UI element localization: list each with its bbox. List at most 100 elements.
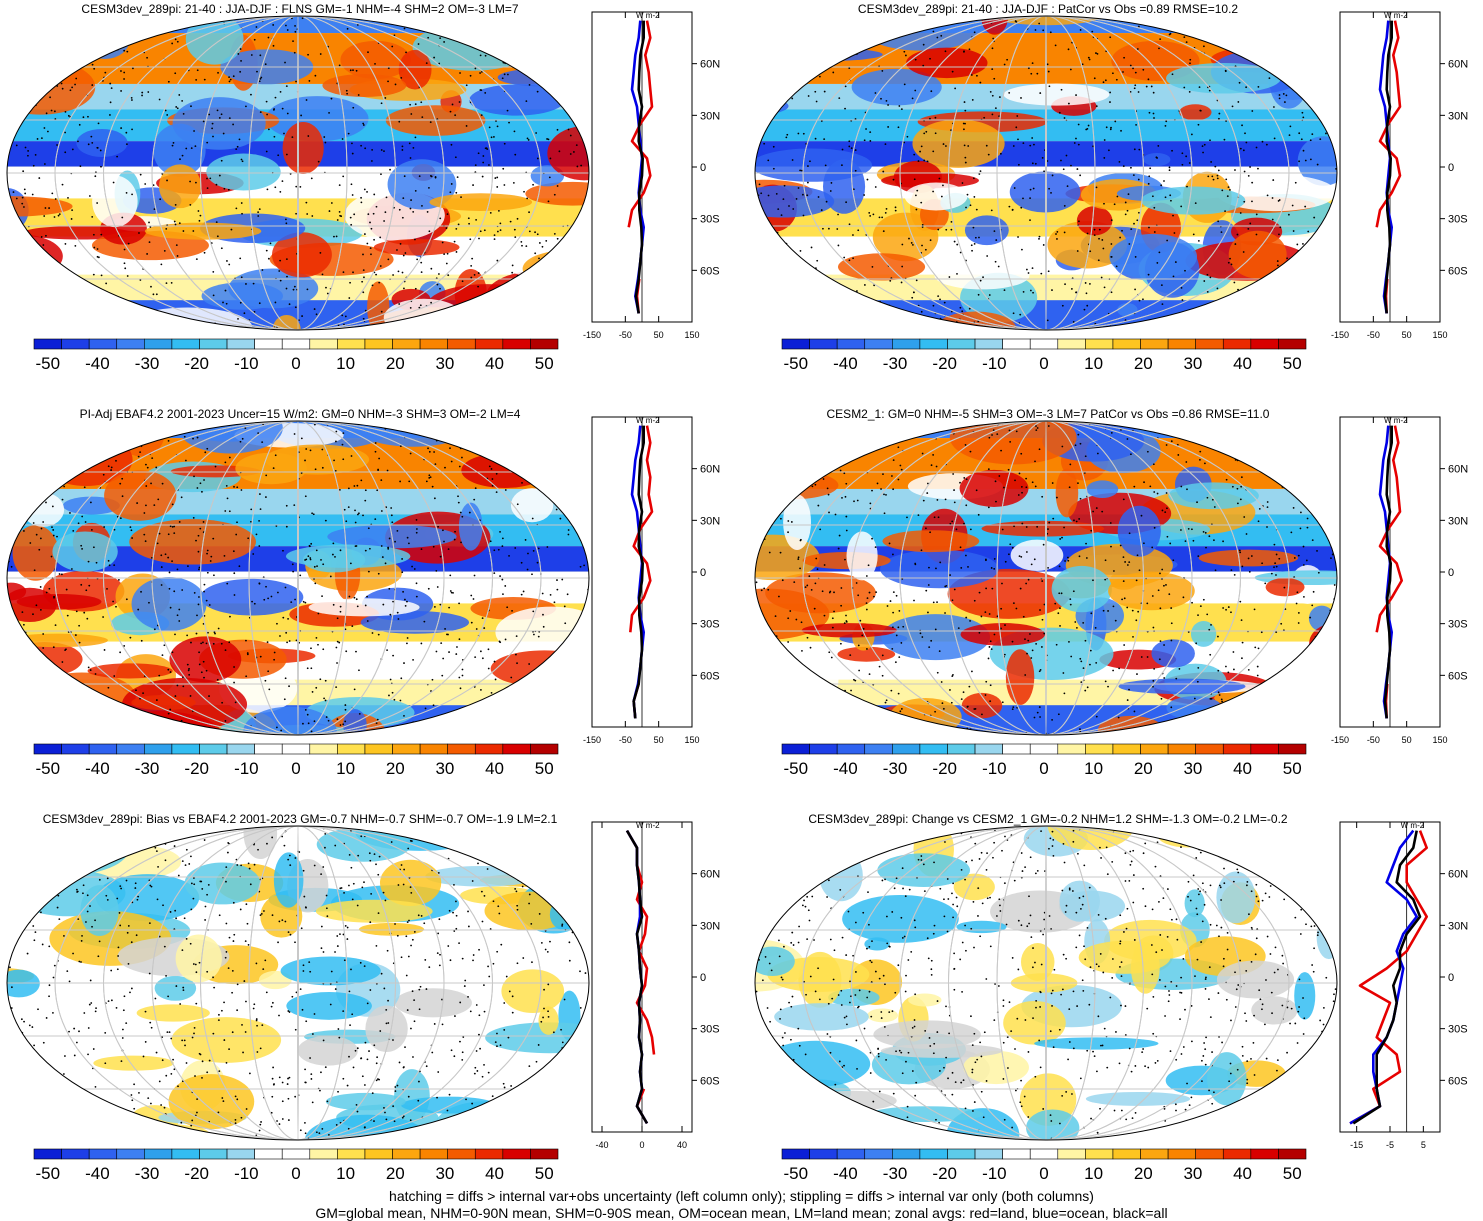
- stipple-dot: [77, 29, 80, 32]
- map-blob: [1003, 83, 1110, 106]
- stipple-dot: [82, 286, 84, 289]
- stipple-dot: [141, 94, 143, 97]
- stipple-dot: [787, 520, 790, 522]
- stipple-dot: [1020, 97, 1022, 99]
- stipple-dot: [201, 490, 203, 493]
- stipple-dot: [206, 893, 208, 896]
- stipple-dot: [489, 540, 492, 543]
- stipple-dot: [182, 112, 185, 115]
- stipple-dot: [387, 1022, 390, 1024]
- stipple-dot: [355, 598, 358, 601]
- stipple-dot: [200, 880, 203, 883]
- stipple-dot: [317, 160, 320, 163]
- stipple-dot: [1316, 315, 1319, 318]
- stipple-dot: [139, 732, 142, 735]
- stipple-dot: [496, 230, 499, 233]
- stipple-dot: [1035, 642, 1038, 645]
- stipple-dot: [293, 51, 296, 54]
- stipple-dot: [1030, 563, 1033, 566]
- stipple-dot: [1057, 612, 1060, 615]
- stipple-dot: [125, 598, 128, 601]
- stipple-dot: [153, 1135, 155, 1138]
- stipple-dot: [181, 154, 184, 157]
- colorbar-tick-label: -50: [784, 354, 809, 373]
- stipple-dot: [1035, 429, 1038, 432]
- stipple-dot: [241, 160, 244, 163]
- stipple-dot: [287, 931, 290, 934]
- map-blob: [360, 610, 470, 634]
- stipple-dot: [795, 198, 798, 200]
- stipple-dot: [459, 1001, 462, 1004]
- stipple-dot: [131, 537, 134, 539]
- x-tick-label: -150: [1331, 330, 1349, 340]
- stipple-dot: [383, 150, 385, 153]
- stipple-dot: [1012, 706, 1015, 709]
- stipple-dot: [971, 99, 974, 101]
- stipple-dot: [392, 600, 395, 603]
- stipple-dot: [519, 292, 522, 295]
- stipple-dot: [137, 895, 140, 898]
- map-blob: [960, 623, 1045, 646]
- map-blob: [365, 1005, 408, 1052]
- stipple-dot: [558, 282, 560, 285]
- graticule-lon: [248, 421, 348, 735]
- map-blob: [74, 828, 129, 855]
- stipple-dot: [155, 850, 158, 852]
- stipple-dot: [285, 24, 287, 27]
- stipple-dot: [865, 31, 868, 34]
- stipple-dot: [289, 933, 292, 936]
- stipple-dot: [464, 979, 467, 982]
- stipple-dot: [183, 917, 186, 920]
- stipple-dot: [1199, 450, 1202, 453]
- stipple-dot: [70, 568, 73, 570]
- stipple-dot: [237, 53, 240, 55]
- stipple-dot: [815, 100, 818, 103]
- stipple-dot: [354, 509, 356, 512]
- stipple-dot: [920, 549, 923, 552]
- stipple-dot: [377, 873, 380, 876]
- stipple-dot: [22, 170, 25, 173]
- stipple-dot: [1154, 16, 1157, 17]
- stipple-dot: [118, 20, 121, 23]
- stipple-dot: [1196, 501, 1198, 504]
- stipple-dot: [104, 71, 107, 74]
- stipple-dot: [344, 708, 347, 711]
- colorbar-swatch: [88, 338, 118, 350]
- stipple-dot: [1273, 566, 1275, 569]
- stipple-dot: [1090, 529, 1093, 532]
- stipple-dot: [51, 505, 54, 508]
- stipple-dot: [1170, 607, 1173, 609]
- stipple-dot: [193, 883, 196, 886]
- stipple-dot: [481, 70, 483, 73]
- stipple-dot: [53, 595, 55, 598]
- stipple-dot: [1146, 602, 1149, 605]
- stipple-dot: [274, 301, 277, 304]
- stipple-dot: [969, 204, 972, 207]
- colorbar-swatch: [974, 743, 1003, 755]
- stipple-dot: [212, 1032, 215, 1035]
- stipple-dot: [179, 725, 182, 728]
- map-blob: [243, 706, 337, 735]
- stipple-dot: [449, 1129, 452, 1132]
- stipple-dot: [1262, 464, 1265, 467]
- stipple-dot: [1183, 86, 1186, 89]
- stipple-dot: [1302, 564, 1305, 566]
- stipple-dot: [370, 227, 373, 230]
- stipple-dot: [1279, 226, 1282, 229]
- stipple-dot: [1311, 604, 1314, 607]
- stipple-dot: [352, 1066, 355, 1069]
- x-tick-label: -50: [1367, 330, 1380, 340]
- stipple-dot: [496, 1032, 498, 1035]
- stipple-dot: [177, 874, 180, 877]
- stipple-dot: [377, 572, 380, 575]
- stipple-dot: [932, 601, 935, 604]
- stipple-dot: [483, 1064, 485, 1066]
- stipple-dot: [447, 633, 449, 636]
- stipple-dot: [955, 528, 958, 531]
- colorbar-swatch: [1167, 743, 1196, 755]
- stipple-dot: [1292, 507, 1295, 509]
- stipple-dot: [160, 263, 163, 266]
- stipple-dot: [564, 622, 567, 625]
- stipple-dot: [1280, 419, 1282, 421]
- stipple-dot: [758, 183, 761, 186]
